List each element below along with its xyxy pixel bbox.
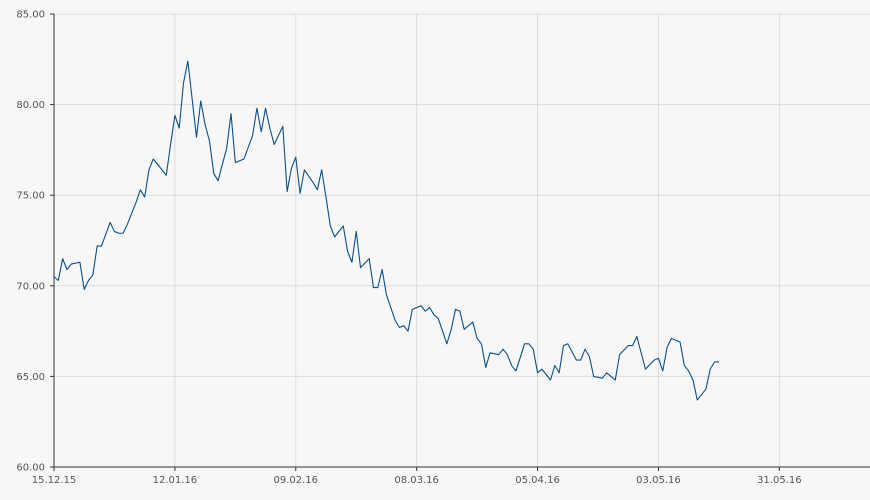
y-tick-label: 75.00 [16, 191, 45, 202]
series-line [53, 60, 719, 401]
x-tick-label: 12.01.16 [153, 475, 198, 486]
x-axis-ticks: 15.12.15 12.01.16 09.02.16 08.03.16 05.04.16… [32, 467, 802, 486]
y-tick-label: 65.00 [16, 372, 45, 383]
y-tick-label: 85.00 [16, 10, 45, 21]
x-tick-label: 09.02.16 [274, 475, 319, 486]
x-tick-label: 15.12.15 [32, 475, 77, 486]
x-tick-label: 31.05.16 [757, 475, 802, 486]
y-tick-label: 80.00 [16, 100, 45, 111]
series-layer [53, 60, 719, 401]
y-tick-label: 70.00 [16, 281, 45, 292]
axes [53, 14, 870, 468]
y-tick-label: 60.00 [16, 463, 45, 474]
grid-lines [54, 13, 870, 468]
x-tick-label: 05.04.16 [515, 475, 560, 486]
x-tick-label: 08.03.16 [394, 475, 439, 486]
y-axis-ticks: 60.00 65.00 70.00 75.00 80.00 85.00 [16, 10, 54, 474]
x-tick-label: 03.05.16 [636, 475, 681, 486]
